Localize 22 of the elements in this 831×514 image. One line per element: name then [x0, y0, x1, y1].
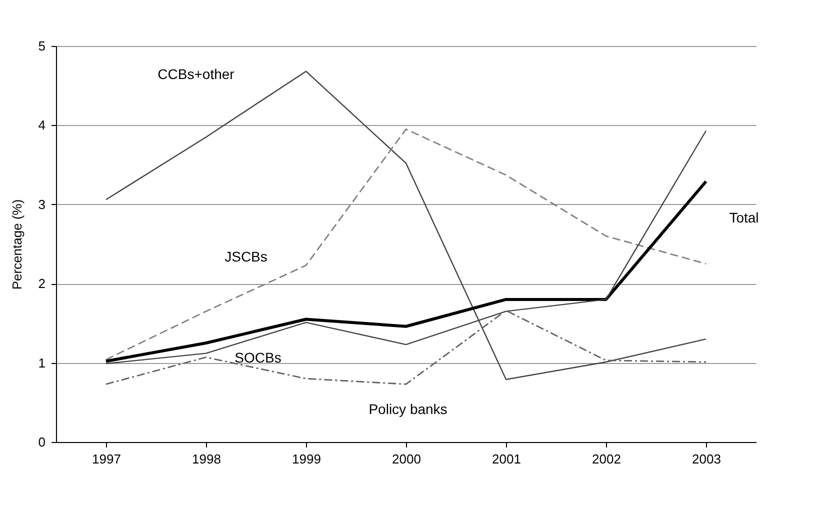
line-series [104, 180, 708, 363]
line-series [105, 310, 707, 385]
series-label: SOCBs [234, 350, 282, 366]
y-tick-label: 5 [38, 38, 46, 54]
x-tick-label: 2002 [592, 452, 621, 466]
text: Total [729, 209, 759, 226]
x-tick-label: 2000 [392, 452, 421, 466]
y-tick-label: 1 [38, 355, 46, 370]
x-tick-label: 1999 [292, 452, 321, 466]
series-label: Policy banks [368, 401, 448, 418]
x-tick-label: 2003 [692, 452, 721, 466]
x-tick-label: 2001 [492, 452, 521, 466]
y-tick-label: 3 [38, 196, 46, 212]
y-tick-label: 0 [38, 434, 46, 450]
y-axis-title: Percentage (%) [9, 199, 24, 290]
text: CCBs+other [158, 66, 235, 82]
line-series [105, 70, 707, 380]
y-tick-label: 4 [38, 118, 46, 133]
x-tick-label: 1997 [92, 452, 121, 466]
series-label: JSCBs [224, 248, 268, 264]
y-tick-label: 2 [38, 276, 46, 292]
x-tick-label: 1998 [192, 452, 221, 466]
